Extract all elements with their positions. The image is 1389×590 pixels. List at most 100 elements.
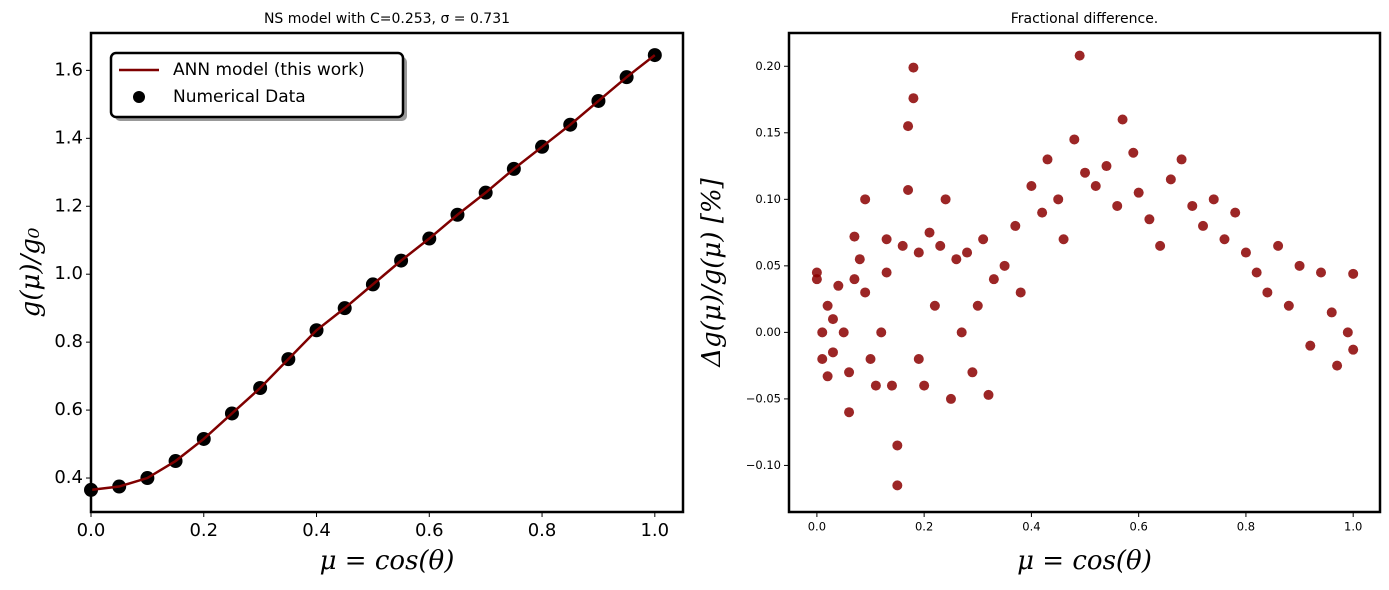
data-point <box>881 234 892 245</box>
data-point <box>913 247 924 258</box>
data-point <box>1074 50 1085 61</box>
x-tick-label: 0.4 <box>1022 519 1040 533</box>
data-point <box>1155 240 1166 251</box>
legend-box <box>109 51 405 119</box>
y-tick-label: 0.00 <box>755 325 781 339</box>
data-point <box>1112 200 1123 211</box>
data-point <box>1080 167 1091 178</box>
data-point <box>1326 307 1337 318</box>
x-tick-label: 0.0 <box>77 520 106 541</box>
data-point <box>1219 234 1230 245</box>
data-point <box>1069 134 1080 145</box>
data-point <box>935 240 946 251</box>
data-point <box>892 440 903 451</box>
data-point <box>1316 267 1327 278</box>
data-point <box>881 267 892 278</box>
y-tick-label: 0.6 <box>54 399 83 420</box>
data-point <box>822 300 833 311</box>
data-point <box>978 234 989 245</box>
x-tick-label: 0.2 <box>915 519 933 533</box>
data-point <box>913 353 924 364</box>
y-tick-label: 0.8 <box>54 331 83 352</box>
data-point <box>817 353 828 364</box>
data-point <box>967 367 978 378</box>
axes-frame <box>787 31 1382 514</box>
x-tick-label: 0.2 <box>189 520 218 541</box>
data-point <box>1208 194 1219 205</box>
y-tick-label: −0.10 <box>746 458 781 472</box>
data-point <box>1058 234 1069 245</box>
chart-title: NS model with C=0.253, σ = 0.731 <box>264 11 510 27</box>
data-point <box>1144 214 1155 225</box>
data-point <box>988 274 999 285</box>
y-tick-label: 1.4 <box>54 127 83 148</box>
data-point <box>999 260 1010 271</box>
data-point <box>1128 147 1139 158</box>
legend-label: Numerical Data <box>173 87 306 107</box>
y-tick-label: −0.05 <box>746 391 781 405</box>
data-point <box>903 121 914 132</box>
plot-area <box>811 50 1359 491</box>
plot-area <box>84 48 662 497</box>
y-axis-label: Δg(μ)/g(μ) [%] <box>697 177 727 367</box>
data-point <box>1332 360 1343 371</box>
y-tick-label: 0.05 <box>755 258 781 272</box>
data-point <box>1026 181 1037 192</box>
x-axis-label: μ = cos(θ) <box>320 546 455 576</box>
data-point <box>860 287 871 298</box>
data-point <box>929 300 940 311</box>
data-point <box>1342 327 1353 338</box>
x-tick-label: 0.4 <box>302 520 331 541</box>
data-point <box>962 247 973 258</box>
data-point <box>1305 340 1316 351</box>
data-point <box>924 227 935 238</box>
y-tick-label: 0.15 <box>755 125 781 139</box>
legend-label: ANN model (this work) <box>173 60 365 80</box>
y-tick-label: 0.10 <box>755 192 781 206</box>
x-tick-label: 0.6 <box>1130 519 1148 533</box>
subplot: NS model with C=0.253, σ = 0.731 0.0 0.2 0.… <box>16 11 685 576</box>
legend: ANN model (this work) Numerical Data <box>109 51 407 121</box>
data-point <box>1262 287 1273 298</box>
data-point <box>1294 260 1305 271</box>
data-point <box>886 380 897 391</box>
legend-marker <box>133 91 145 103</box>
data-point <box>951 254 962 265</box>
data-point <box>1090 181 1101 192</box>
data-point <box>945 393 956 404</box>
x-tick-label: 0.8 <box>528 520 557 541</box>
data-point <box>817 327 828 338</box>
y-tick-label: 1.6 <box>54 59 83 80</box>
data-point <box>1037 207 1048 218</box>
data-point <box>822 371 833 382</box>
data-point <box>1042 154 1053 165</box>
x-tick-label: 0.6 <box>415 520 444 541</box>
y-tick-label: 1.0 <box>54 263 83 284</box>
chart-title: Fractional difference. <box>1011 11 1159 27</box>
x-axis-label: μ = cos(θ) <box>1017 546 1152 576</box>
data-point <box>860 194 871 205</box>
axes-frame <box>89 31 685 514</box>
data-point <box>1240 247 1251 258</box>
data-point <box>849 274 860 285</box>
y-tick-label: 0.4 <box>54 467 83 488</box>
data-point <box>1053 194 1064 205</box>
data-point <box>908 62 919 73</box>
data-point <box>827 347 838 358</box>
data-point <box>1165 174 1176 185</box>
data-point <box>870 380 881 391</box>
data-point <box>854 254 865 265</box>
data-point <box>1117 114 1128 125</box>
data-point <box>1251 267 1262 278</box>
data-point <box>940 194 951 205</box>
data-point <box>833 280 844 291</box>
data-point <box>1230 207 1241 218</box>
data-point <box>983 389 994 400</box>
data-point <box>844 367 855 378</box>
data-point <box>827 314 838 325</box>
x-tick-label: 0.8 <box>1237 519 1255 533</box>
y-tick-label: 1.2 <box>54 195 83 216</box>
data-point <box>1187 200 1198 211</box>
data-point <box>1176 154 1187 165</box>
model-line <box>90 54 656 492</box>
